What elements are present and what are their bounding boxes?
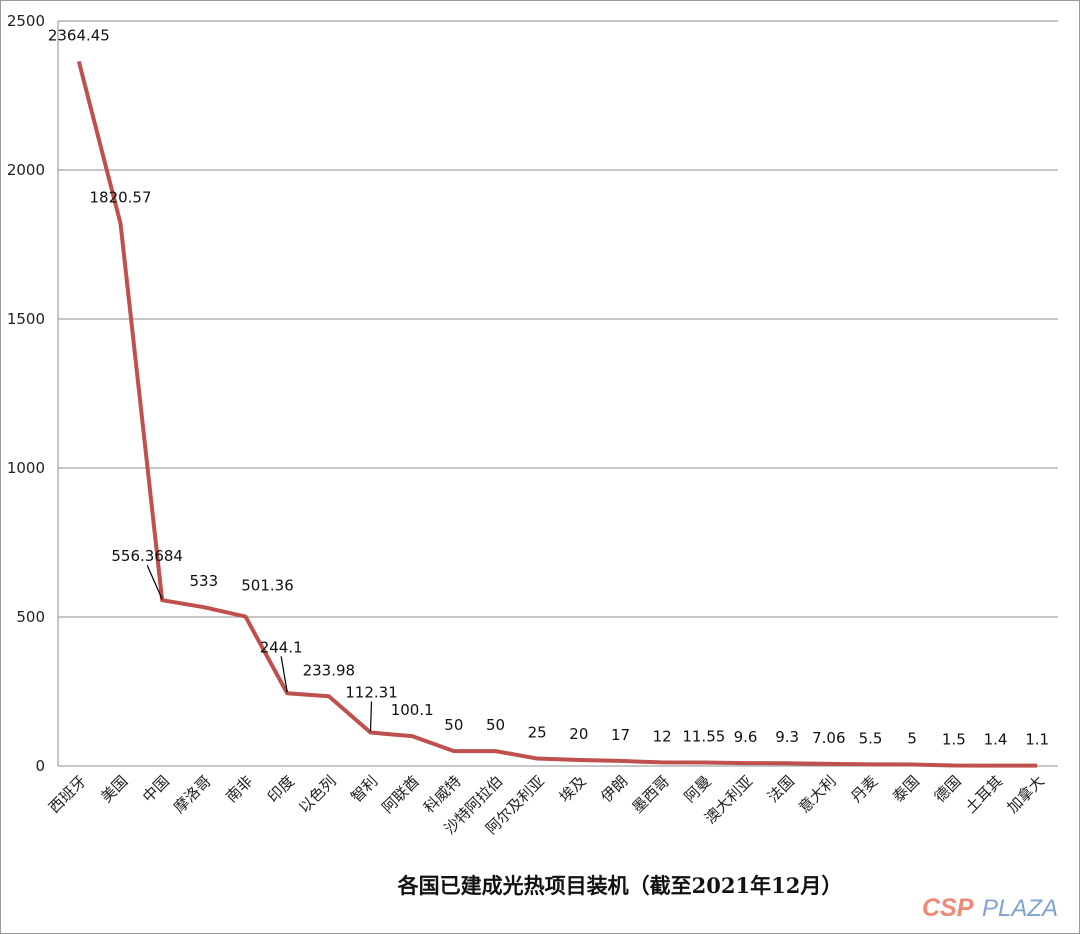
x-tick-label: 加拿大 [1003,772,1048,817]
x-tick-label: 美国 [97,772,131,806]
data-label: 9.3 [775,728,799,746]
data-label: 1.5 [942,731,966,749]
x-tick-label: 中国 [139,772,173,806]
y-tick-label: 1500 [7,310,45,328]
x-tick-label: 泰国 [889,772,923,806]
x-tick-label: 德国 [931,772,965,806]
data-label-leader [280,656,288,693]
x-tick-label: 摩洛哥 [170,772,215,817]
data-label: 112.31 [345,684,398,702]
data-label: 50 [444,716,463,734]
x-tick-label: 意大利 [795,772,840,817]
data-label: 533 [190,572,219,590]
data-label: 244.1 [260,638,303,656]
data-label: 5.5 [859,729,883,747]
data-label: 1.1 [1025,731,1049,749]
data-label-leader [369,701,373,732]
data-label: 12 [653,727,672,745]
x-tick-label: 墨西哥 [628,772,673,817]
x-tick-label: 西班牙 [45,772,90,817]
data-label: 100.1 [391,701,434,719]
series-line [76,60,1038,768]
x-tick-label: 法国 [764,772,798,806]
data-label: 1.4 [984,731,1008,749]
data-label: 501.36 [241,577,294,595]
x-tick-label: 智利 [347,772,381,806]
x-tick-label: 丹麦 [847,772,881,806]
data-label: 25 [528,724,547,742]
data-label: 1820.57 [89,188,151,206]
logo-text-plaza: PLAZA [982,895,1058,922]
x-tick-label: 阿曼 [681,772,715,806]
data-label: 20 [569,725,588,743]
data-label-leader [146,564,163,600]
data-label: 2364.45 [48,26,110,44]
x-tick-label: 伊朗 [597,772,631,806]
data-label: 233.98 [303,661,356,679]
y-tick-label: 0 [35,757,45,775]
logo-text-csp: CSP [922,894,974,922]
y-tick-label: 2000 [7,161,45,179]
data-label: 556.3684 [111,547,183,565]
y-tick-label: 1000 [7,459,45,477]
x-tick-label: 以色列 [295,772,340,817]
csp-plaza-logo: CSP PLAZA [922,894,1058,922]
data-label: 7.06 [812,729,845,747]
data-label: 17 [611,726,630,744]
x-tick-label: 土耳其 [962,772,1007,817]
data-label: 11.55 [682,728,725,746]
data-label: 50 [486,716,505,734]
x-tick-label: 南非 [222,772,256,806]
y-tick-label: 500 [16,608,45,626]
data-label: 9.6 [734,728,758,746]
y-tick-label: 2500 [7,12,45,30]
x-tick-label: 埃及 [556,772,590,806]
x-tick-label: 印度 [264,772,298,806]
chart-title: 各国已建成光热项目装机（截至2021年12月） [397,873,843,898]
data-label: 5 [907,730,917,748]
x-tick-label: 阿联酋 [378,772,423,817]
